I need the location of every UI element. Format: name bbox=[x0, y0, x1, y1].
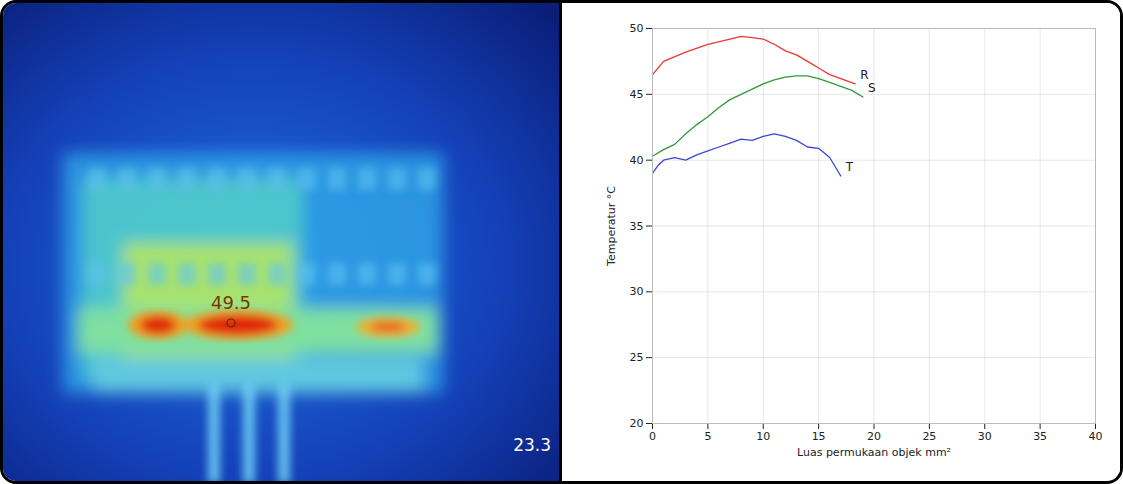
svg-text:20: 20 bbox=[867, 430, 881, 443]
svg-text:25: 25 bbox=[922, 430, 936, 443]
svg-text:45: 45 bbox=[630, 88, 644, 101]
svg-text:15: 15 bbox=[812, 430, 826, 443]
svg-text:S: S bbox=[868, 81, 876, 95]
svg-text:25: 25 bbox=[630, 351, 644, 364]
svg-text:50: 50 bbox=[630, 22, 644, 35]
svg-text:20: 20 bbox=[630, 417, 644, 430]
svg-text:35: 35 bbox=[1033, 430, 1047, 443]
svg-text:40: 40 bbox=[630, 154, 644, 167]
svg-text:40: 40 bbox=[1089, 430, 1103, 443]
svg-text:49.5: 49.5 bbox=[211, 292, 251, 313]
svg-text:30: 30 bbox=[978, 430, 992, 443]
svg-text:0: 0 bbox=[649, 430, 656, 443]
svg-text:Luas permukaan objek mm²: Luas permukaan objek mm² bbox=[797, 446, 951, 459]
svg-text:30: 30 bbox=[630, 285, 644, 298]
svg-text:R: R bbox=[860, 68, 868, 82]
svg-text:35: 35 bbox=[630, 220, 644, 233]
svg-text:10: 10 bbox=[756, 430, 770, 443]
svg-text:Temperatur °C: Temperatur °C bbox=[605, 186, 618, 267]
svg-text:T: T bbox=[845, 160, 854, 174]
svg-text:5: 5 bbox=[704, 430, 711, 443]
svg-text:23.3: 23.3 bbox=[513, 435, 551, 455]
